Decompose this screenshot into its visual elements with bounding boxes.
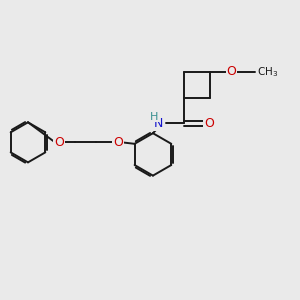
Text: H: H	[150, 112, 159, 122]
Text: O: O	[226, 65, 236, 79]
Text: N: N	[153, 117, 163, 130]
Text: O: O	[113, 136, 123, 149]
Text: O: O	[204, 117, 214, 130]
Text: CH$_3$: CH$_3$	[256, 65, 278, 79]
Text: O: O	[54, 136, 64, 149]
